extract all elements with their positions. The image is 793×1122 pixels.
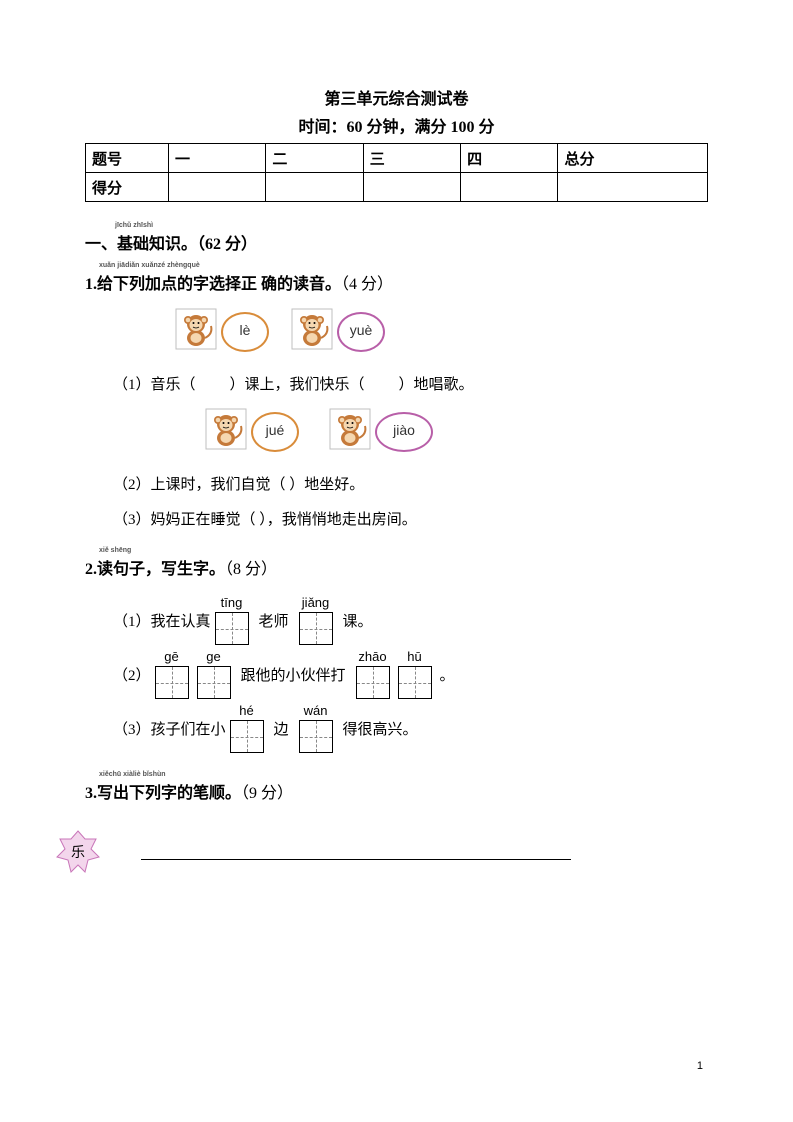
choice-a[interactable]: jué	[205, 408, 299, 455]
td[interactable]	[363, 173, 460, 202]
th: 二	[266, 144, 363, 173]
th: 四	[461, 144, 558, 173]
ruby: xiě shēng	[99, 547, 131, 554]
monkey-icon	[175, 308, 217, 355]
th: 三	[363, 144, 460, 173]
write-box[interactable]	[230, 720, 264, 753]
write-box[interactable]	[398, 666, 432, 699]
score-table: 题号 一 二 三 四 总分 得分	[85, 143, 708, 202]
page-subtitle: 时间：60 分钟，满分 100 分	[85, 113, 708, 137]
choice-row: jué jiào	[205, 408, 708, 455]
q3-line: 乐	[55, 829, 708, 875]
choice-row: lè yuè	[175, 308, 708, 355]
q2-line3: （3）孩子们在小 hé 边 wán 得很高兴。	[113, 701, 708, 755]
th: 总分	[558, 144, 708, 173]
choice-b[interactable]: jiào	[329, 408, 433, 455]
ruby: jīchǔ zhīshì	[115, 222, 153, 229]
page-number: 1	[697, 1060, 703, 1072]
write-box[interactable]	[299, 720, 333, 753]
write-box[interactable]	[197, 666, 231, 699]
q1-heading: xuǎn jiādiǎn xuǎnzé zhèngquè 1.给下列加点的字选择…	[85, 270, 708, 294]
td[interactable]	[169, 173, 266, 202]
monkey-icon	[205, 408, 247, 455]
page-title: 第三单元综合测试卷	[85, 85, 708, 109]
q1-line2: （2）上课时，我们自觉（ ）地坐好。	[113, 473, 708, 494]
write-box[interactable]	[356, 666, 390, 699]
ruby: xiěchū xiàliè bǐshùn	[99, 771, 166, 778]
monkey-icon	[291, 308, 333, 355]
choice-b[interactable]: yuè	[291, 308, 385, 355]
q2-line2: （2） gē ge 跟他的小伙伴打 zhāo hū 。	[113, 647, 708, 701]
star-badge: 乐	[55, 829, 101, 875]
write-box[interactable]	[215, 612, 249, 645]
monkey-icon	[329, 408, 371, 455]
q2-heading: xiě shēng 2.读句子，写生字。（8 分）	[85, 555, 708, 579]
pinyin-circle: yuè	[337, 312, 385, 352]
q3-heading: xiěchū xiàliè bǐshùn 3.写出下列字的笔顺。（9 分）	[85, 779, 708, 803]
q2-line1: （1）我在认真 tīng 老师 jiǎng 课。	[113, 593, 708, 647]
td: 得分	[86, 173, 169, 202]
td[interactable]	[266, 173, 363, 202]
q1-line3: （3）妈妈正在睡觉（ ），我悄悄地走出房间。	[113, 508, 708, 529]
td[interactable]	[558, 173, 708, 202]
td[interactable]	[461, 173, 558, 202]
pinyin-circle: jué	[251, 412, 299, 452]
write-box[interactable]	[155, 666, 189, 699]
pinyin-circle: lè	[221, 312, 269, 352]
blank-line[interactable]	[141, 845, 571, 860]
section-heading: jīchǔ zhīshì 一、基础知识。（62 分）	[85, 230, 708, 254]
th: 一	[169, 144, 266, 173]
choice-a[interactable]: lè	[175, 308, 269, 355]
th: 题号	[86, 144, 169, 173]
write-box[interactable]	[299, 612, 333, 645]
q1-line1: （1）音乐（ ）课上，我们快乐（ ）地唱歌。	[113, 373, 708, 394]
pinyin-circle: jiào	[375, 412, 433, 452]
ruby: xuǎn jiādiǎn xuǎnzé zhèngquè	[99, 262, 200, 269]
